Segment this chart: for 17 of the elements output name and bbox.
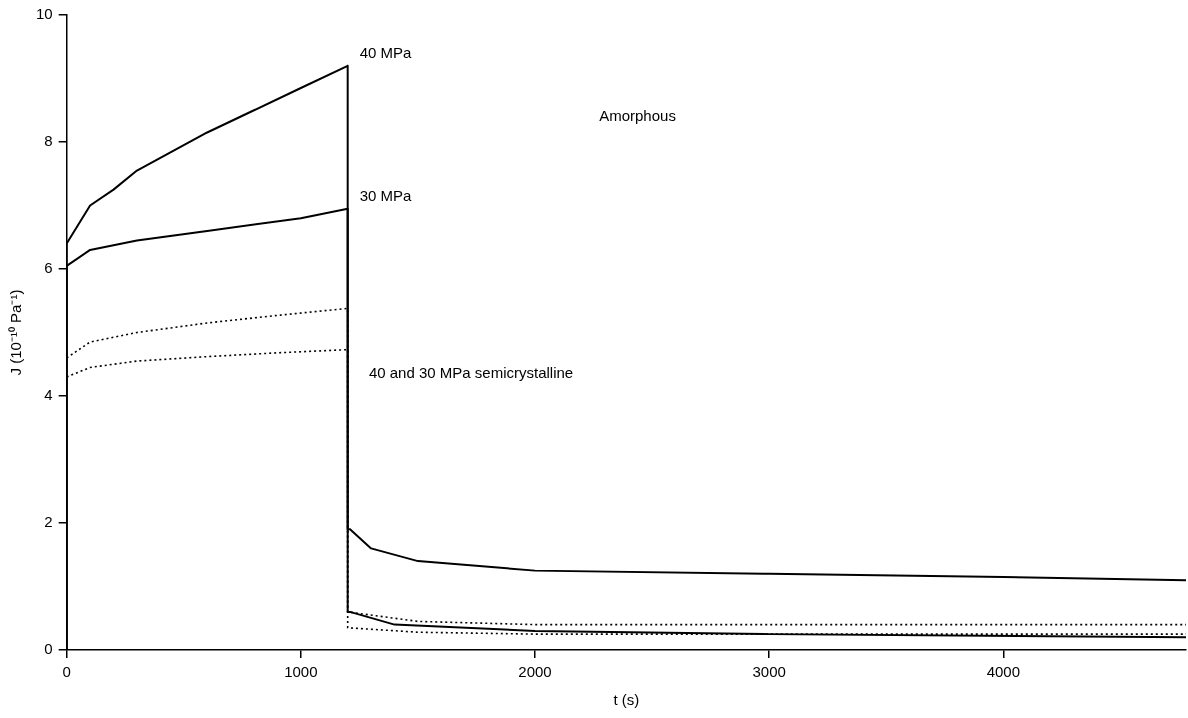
y-axis-title: J (10⁻¹⁰ Pa⁻¹) <box>7 289 25 376</box>
y-tick-label: 4 <box>44 386 53 404</box>
x-tick-label: 2000 <box>518 663 552 681</box>
x-axis-title: t (s) <box>613 691 640 709</box>
x-tick-label: 1000 <box>284 663 318 681</box>
y-tick-label: 10 <box>36 5 53 23</box>
y-tick-label: 0 <box>44 640 53 658</box>
annotation: 40 and 30 MPa semicrystalline <box>368 363 574 381</box>
y-tick-label: 6 <box>44 259 53 277</box>
annotation: Amorphous <box>599 106 676 124</box>
y-tick-label: 8 <box>44 132 53 150</box>
series-label: 30 MPa <box>359 186 413 204</box>
x-tick-label: 0 <box>62 663 71 681</box>
x-tick-label: 3000 <box>752 663 786 681</box>
y-tick-label: 2 <box>44 513 53 531</box>
x-tick-label: 4000 <box>986 663 1021 681</box>
series-label: 40 MPa <box>359 43 413 61</box>
